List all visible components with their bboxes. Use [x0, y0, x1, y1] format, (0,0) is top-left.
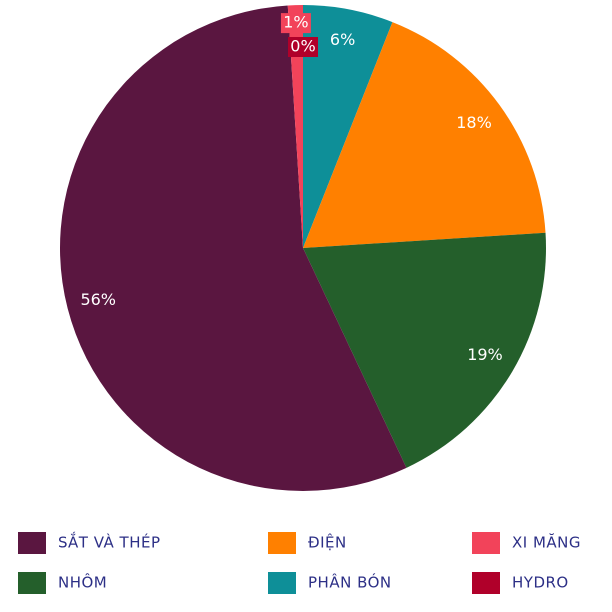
value-label: 18% — [456, 113, 492, 132]
label-bg — [280, 13, 311, 34]
value-label: 19% — [467, 345, 503, 364]
pie-slice — [303, 5, 393, 248]
label-bg — [288, 37, 318, 57]
legend-swatch — [472, 532, 500, 554]
pie-slice — [303, 232, 546, 468]
value-label: 0% — [290, 37, 315, 56]
legend-swatch — [268, 572, 296, 594]
legend-label: HYDRO — [512, 574, 569, 592]
legend-label: NHÔM — [58, 573, 107, 592]
legend-label: SẮT VÀ THÉP — [58, 531, 161, 552]
value-label: 56% — [80, 290, 116, 309]
legend-swatch — [18, 532, 46, 554]
legend-label: PHÂN BÓN — [308, 573, 392, 592]
legend-swatch — [268, 532, 296, 554]
value-label: 6% — [330, 30, 355, 49]
pie-slice — [59, 5, 407, 492]
legend-swatch — [18, 572, 46, 594]
legend-swatch — [472, 572, 500, 594]
legend-label: ĐIỆN — [308, 533, 347, 552]
value-label: 1% — [283, 13, 308, 32]
pie-slice — [287, 5, 303, 248]
legend-label: XI MĂNG — [512, 533, 581, 552]
pie-slice — [303, 22, 546, 248]
